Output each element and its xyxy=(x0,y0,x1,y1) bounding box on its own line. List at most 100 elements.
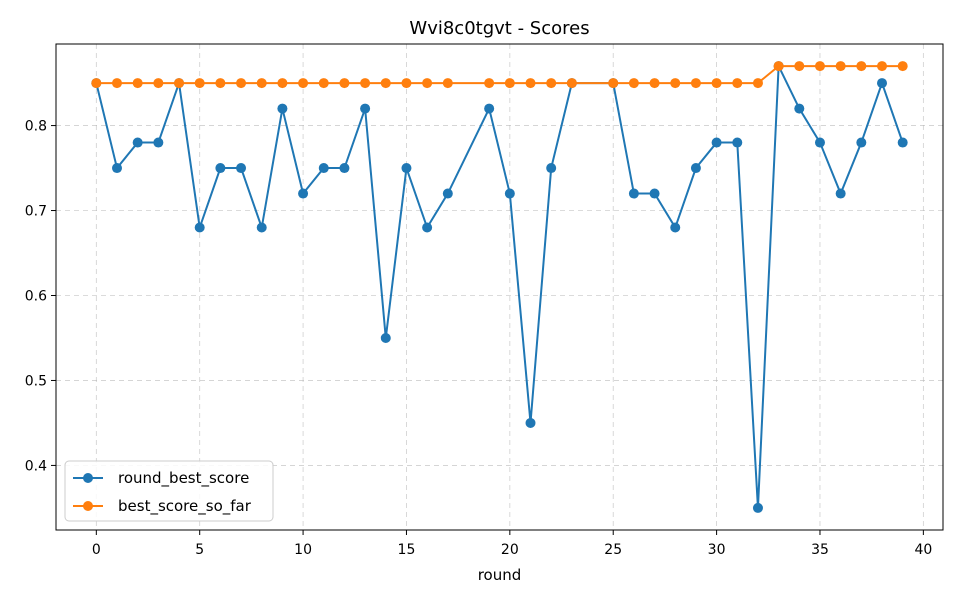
data-point xyxy=(877,61,888,72)
data-point xyxy=(442,78,453,89)
data-point xyxy=(256,78,267,89)
data-point xyxy=(236,78,247,89)
data-point xyxy=(401,78,412,89)
data-point xyxy=(566,78,577,89)
data-point xyxy=(132,137,143,148)
data-point xyxy=(194,222,205,233)
data-point xyxy=(298,78,309,89)
plot-frame xyxy=(55,43,944,531)
data-point xyxy=(670,222,681,233)
data-point xyxy=(153,78,164,89)
x-tick-label: 35 xyxy=(811,542,829,558)
data-point xyxy=(856,137,867,148)
data-point xyxy=(773,61,784,72)
data-point xyxy=(339,78,350,89)
x-axis: 0 5 10 15 20 25 30 35 40 xyxy=(92,530,932,558)
data-point xyxy=(380,78,391,89)
y-tick-label: 0.6 xyxy=(25,288,47,304)
data-point xyxy=(484,78,495,89)
data-point xyxy=(856,61,867,72)
data-point xyxy=(236,163,247,174)
data-point xyxy=(318,163,329,174)
data-point xyxy=(897,137,908,148)
data-point xyxy=(360,103,371,114)
data-point xyxy=(194,78,205,89)
data-point xyxy=(814,61,825,72)
data-point xyxy=(732,137,743,148)
data-point xyxy=(111,163,122,174)
legend-label: round_best_score xyxy=(118,469,249,488)
data-point xyxy=(525,78,536,89)
data-point xyxy=(504,188,515,199)
data-point xyxy=(360,78,371,89)
grid xyxy=(56,44,943,530)
x-tick-label: 40 xyxy=(914,542,932,558)
data-point xyxy=(484,103,495,114)
data-point xyxy=(111,78,122,89)
data-point xyxy=(256,222,267,233)
data-point xyxy=(422,222,433,233)
data-point xyxy=(504,78,515,89)
data-point xyxy=(318,78,329,89)
data-point xyxy=(608,78,619,89)
y-tick-label: 0.4 xyxy=(25,458,47,474)
data-point xyxy=(546,78,557,89)
legend: round_best_score best_score_so_far xyxy=(64,460,274,522)
data-point xyxy=(174,78,185,89)
data-point xyxy=(215,78,226,89)
data-point xyxy=(380,332,391,343)
data-point xyxy=(628,78,639,89)
legend-label: best_score_so_far xyxy=(118,497,252,516)
data-point xyxy=(339,163,350,174)
data-point xyxy=(277,103,288,114)
data-point xyxy=(711,137,722,148)
x-tick-label: 5 xyxy=(195,542,204,558)
y-tick-label: 0.8 xyxy=(25,119,47,135)
data-point xyxy=(794,61,805,72)
data-point xyxy=(298,188,309,199)
data-point xyxy=(422,78,433,89)
data-point xyxy=(649,78,660,89)
x-tick-label: 0 xyxy=(92,542,101,558)
data-point xyxy=(877,78,888,89)
data-point xyxy=(215,163,226,174)
data-point xyxy=(649,188,660,199)
x-tick-label: 30 xyxy=(708,542,726,558)
data-point xyxy=(132,78,143,89)
data-point xyxy=(153,137,164,148)
x-tick-label: 25 xyxy=(604,542,622,558)
data-point xyxy=(814,137,825,148)
data-point xyxy=(525,417,536,428)
y-axis: 0.4 0.5 0.6 0.7 0.8 xyxy=(25,119,56,474)
data-point xyxy=(732,78,743,89)
x-tick-label: 15 xyxy=(398,542,416,558)
data-point xyxy=(752,78,763,89)
data-point xyxy=(546,163,557,174)
series-layer xyxy=(91,61,908,513)
x-tick-label: 10 xyxy=(294,542,312,558)
data-point xyxy=(711,78,722,89)
data-point xyxy=(442,188,453,199)
data-point xyxy=(690,163,701,174)
data-point xyxy=(690,78,701,89)
y-tick-label: 0.5 xyxy=(25,373,47,389)
x-axis-label: round xyxy=(478,566,522,584)
y-tick-label: 0.7 xyxy=(25,204,47,220)
data-point xyxy=(277,78,288,89)
data-point xyxy=(752,502,763,513)
legend-box xyxy=(64,460,274,522)
x-tick-label: 20 xyxy=(501,542,519,558)
data-point xyxy=(670,78,681,89)
data-point xyxy=(401,163,412,174)
series-round_best_score xyxy=(91,61,908,513)
data-point xyxy=(897,61,908,72)
data-point xyxy=(794,103,805,114)
data-point xyxy=(628,188,639,199)
legend-marker xyxy=(83,473,93,483)
data-point xyxy=(835,61,846,72)
data-point xyxy=(835,188,846,199)
chart-title: Wvi8c0tgvt - Scores xyxy=(409,18,589,39)
data-point xyxy=(91,78,102,89)
series-best_score_so_far xyxy=(91,61,908,89)
